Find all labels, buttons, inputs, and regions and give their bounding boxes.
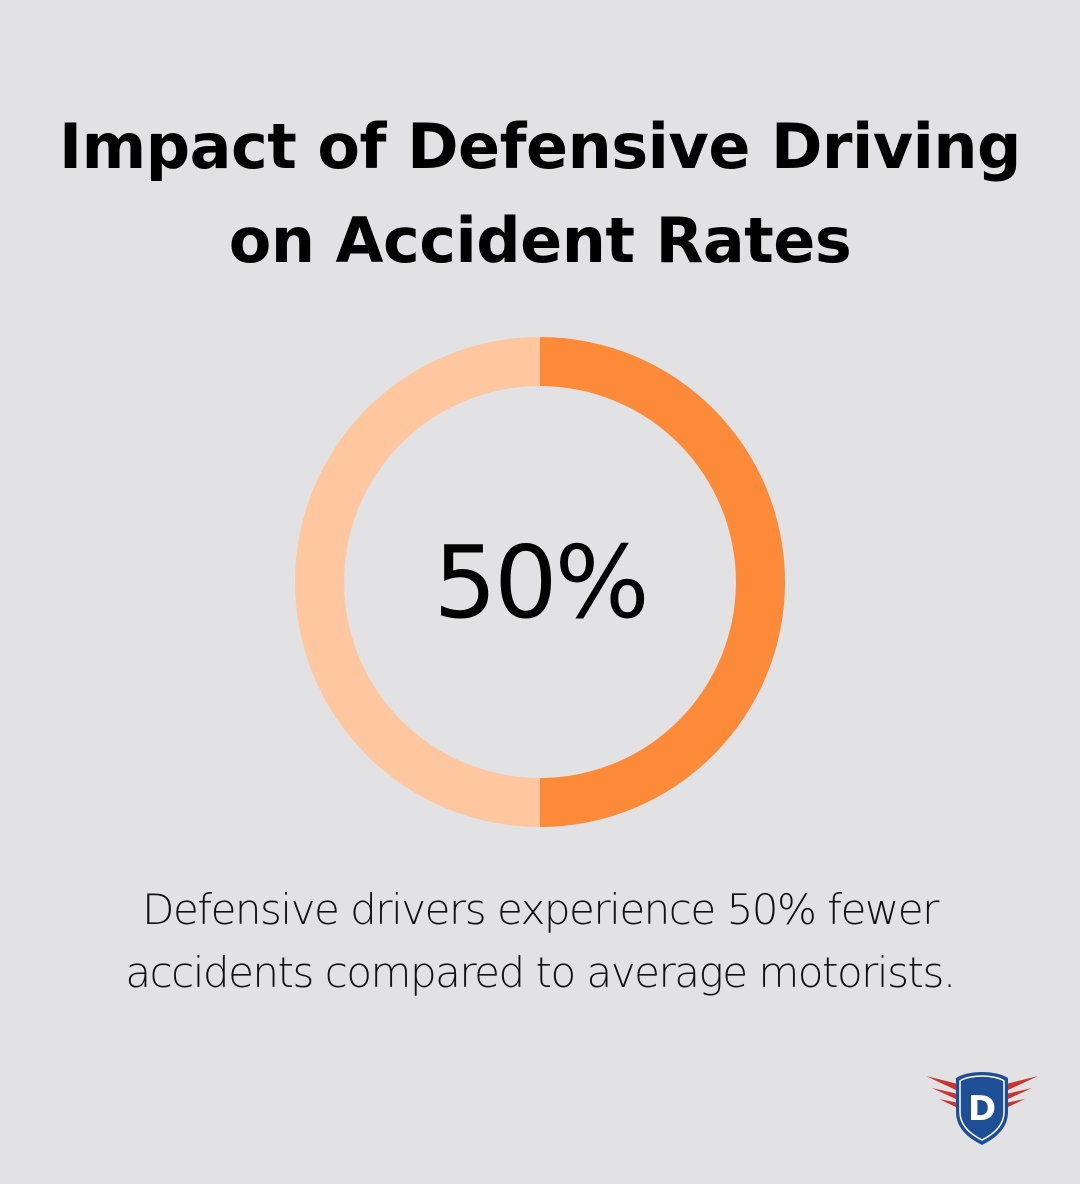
chart-title: Impact of Defensive Driving on Accident …: [0, 100, 1080, 288]
left-wing-icon: [926, 1076, 960, 1109]
caption-line-2: accidents compared to average motorists.: [125, 948, 956, 997]
logo-letter: D: [968, 1089, 996, 1129]
caption-line-1: Defensive drivers experience 50% fewer: [142, 885, 939, 934]
donut-center-value: 50%: [433, 523, 649, 641]
donut-chart: [295, 337, 785, 827]
donut-slice-2: [295, 337, 540, 827]
caption: Defensive drivers experience 50% fewer a…: [0, 878, 1080, 1004]
title-line-2: on Accident Rates: [228, 204, 852, 277]
title-line-1: Impact of Defensive Driving: [59, 110, 1021, 183]
brand-logo: D: [926, 1072, 1038, 1145]
shield-icon: [956, 1072, 1008, 1145]
right-wing-icon: [1004, 1076, 1038, 1109]
donut-slice-1: [540, 337, 785, 827]
